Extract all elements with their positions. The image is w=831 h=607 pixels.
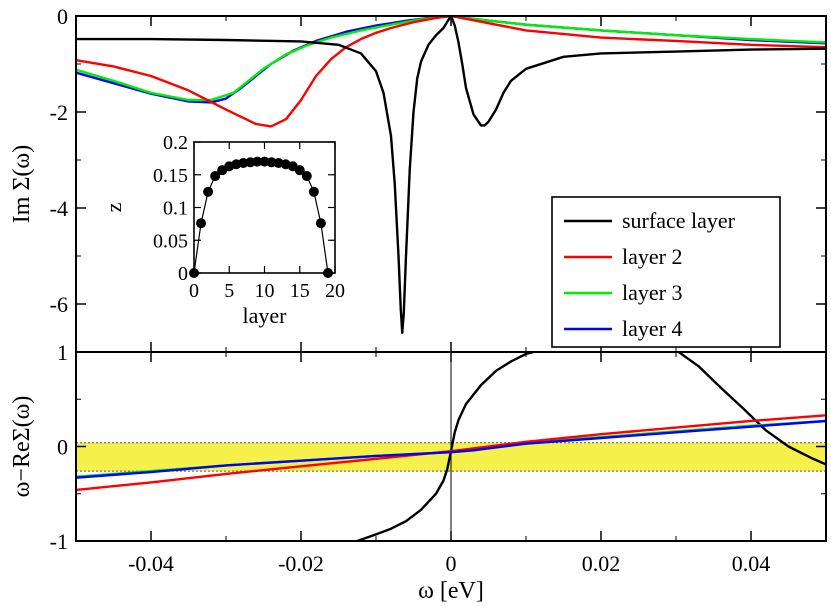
bottom-ytick-label: 0 — [57, 435, 68, 460]
inset-ytick-label: 0.1 — [163, 198, 188, 220]
bottom-y-axis-title: ω−ReΣ(ω) — [9, 396, 35, 498]
legend: surface layer layer 2 layer 3 layer 4 — [551, 196, 781, 348]
text-layer: -0.04 -0.02 0 0.02 0.040-2-4-610-1Im Σ(ω)ω−R… — [9, 4, 770, 604]
top-ytick-label: 0 — [57, 4, 68, 29]
bottom-xtick-label: -0.04 — [128, 551, 174, 576]
inset-point — [203, 186, 214, 197]
top-ytick-label: -6 — [50, 292, 68, 317]
legend-label-layer-4: layer 4 — [622, 316, 682, 341]
inset-point — [210, 171, 221, 182]
bottom-series-layer-4 — [76, 419, 826, 479]
bottom-xtick-label: 0.04 — [732, 551, 771, 576]
inset-xtick-label: 10 — [255, 280, 275, 302]
inset-ytick-label: 0.2 — [163, 132, 188, 154]
inset-xtick-label: 20 — [325, 280, 345, 302]
top-series-layer-3 — [76, 16, 826, 102]
inset-point — [301, 171, 312, 182]
bottom-xtick-label: -0.02 — [278, 551, 324, 576]
legend-label-layer-3: layer 3 — [622, 280, 682, 305]
bottom-series-surface-layer — [356, 352, 826, 541]
inset-point — [196, 218, 207, 229]
top-series-layer-2 — [76, 16, 826, 128]
inset-chart: 0 5 10 15 20 0 0.05 0.1 0.15 0.2 layer z — [101, 132, 345, 328]
bottom-xtick-label: 0.02 — [582, 551, 621, 576]
top-ytick-label: -4 — [50, 196, 68, 221]
inset-xtick-label: 5 — [224, 280, 234, 302]
bottom-ytick-label: 1 — [57, 340, 68, 365]
inset-ytick-label: 0.05 — [153, 230, 188, 252]
inset-xtick-label: 15 — [290, 280, 310, 302]
inset-point — [252, 156, 263, 167]
inset-point — [315, 218, 326, 229]
top-series-surface-layer — [76, 16, 826, 334]
inset-ytick-label: 0 — [178, 263, 188, 285]
legend-label-surface-layer: surface layer — [622, 208, 736, 233]
inset-y-axis-title: z — [101, 202, 126, 212]
inset-point — [308, 186, 319, 197]
inset-ytick-label: 0.15 — [153, 165, 188, 187]
top-y-axis-title: Im Σ(ω) — [9, 145, 35, 223]
top-ytick-label: -2 — [50, 100, 68, 125]
series-layer — [76, 16, 826, 541]
inset-point — [294, 165, 305, 176]
x-axis-title: ω [eV] — [418, 578, 484, 604]
inset-x-axis-title: layer — [243, 303, 288, 328]
bottom-ytick-label: -1 — [50, 529, 68, 554]
legend-label-layer-2: layer 2 — [622, 244, 682, 269]
bottom-xtick-label: 0 — [446, 551, 457, 576]
inset-xtick-label: 0 — [189, 280, 199, 302]
